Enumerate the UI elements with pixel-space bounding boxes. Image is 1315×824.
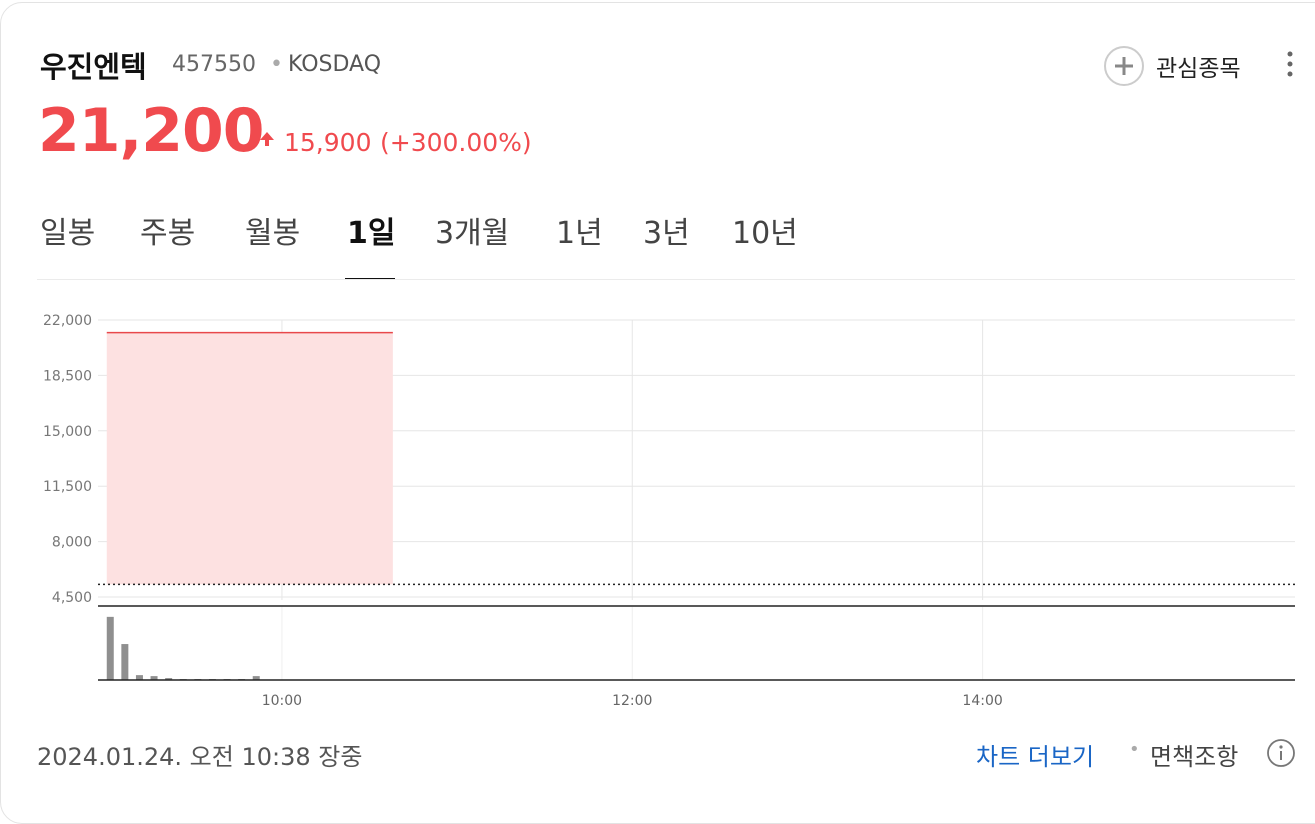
volume-bar bbox=[135, 675, 143, 680]
separator-dot: • bbox=[1129, 739, 1140, 760]
tab[interactable]: 3년 bbox=[643, 216, 690, 251]
disclaimer-link[interactable]: 면책조항 bbox=[1150, 743, 1239, 771]
tab[interactable]: 월봉 bbox=[245, 216, 301, 251]
volume-bar bbox=[121, 644, 129, 680]
y-tick-label: 22,000 bbox=[43, 313, 92, 329]
y-tick-label: 4,500 bbox=[52, 590, 92, 606]
tab[interactable]: 1년 bbox=[556, 216, 603, 251]
tab[interactable]: 주봉 bbox=[140, 216, 196, 251]
tab[interactable]: 3개월 bbox=[435, 216, 510, 251]
y-tick-label: 15,000 bbox=[43, 424, 92, 440]
volume-bar bbox=[252, 676, 260, 680]
info-icon[interactable] bbox=[1266, 738, 1296, 768]
x-tick-label: 10:00 bbox=[262, 693, 302, 709]
stock-code: 457550 bbox=[172, 52, 256, 77]
stock-market: KOSDAQ bbox=[288, 52, 382, 77]
x-tick-label: 14:00 bbox=[962, 693, 1002, 709]
more-chart-link[interactable]: 차트 더보기 bbox=[976, 743, 1095, 771]
y-tick-label: 11,500 bbox=[43, 479, 92, 495]
watch-add-icon[interactable] bbox=[1103, 45, 1145, 87]
volume-bar bbox=[106, 616, 114, 680]
price-area bbox=[106, 332, 393, 585]
y-tick-label: 18,500 bbox=[43, 368, 92, 384]
price-change: 15,900 bbox=[284, 128, 372, 157]
chart: 22,000 18,500 15,000 11,500 8,000 4,500 10:00 1… bbox=[43, 313, 1295, 709]
watch-button[interactable]: 관심종목 bbox=[1156, 56, 1241, 82]
timestamp: 2024.01.24. 오전 10:38 장중 bbox=[37, 743, 363, 771]
volume-bar bbox=[165, 678, 173, 680]
price: 21,200 bbox=[38, 96, 265, 166]
more-menu[interactable] bbox=[1284, 48, 1296, 80]
stock-name: 우진엔텍 bbox=[40, 50, 147, 84]
y-tick-label: 8,000 bbox=[52, 535, 92, 551]
price-change-pct: (+300.00%) bbox=[380, 128, 532, 157]
tab[interactable]: 1일 bbox=[347, 216, 396, 251]
divider bbox=[37, 279, 1295, 280]
tab[interactable]: 일봉 bbox=[40, 216, 96, 251]
volume-bar bbox=[150, 676, 158, 680]
x-tick-label: 12:00 bbox=[612, 693, 652, 709]
up-arrow bbox=[260, 132, 274, 146]
separator-dot: • bbox=[270, 52, 283, 77]
tab[interactable]: 10년 bbox=[732, 216, 798, 251]
